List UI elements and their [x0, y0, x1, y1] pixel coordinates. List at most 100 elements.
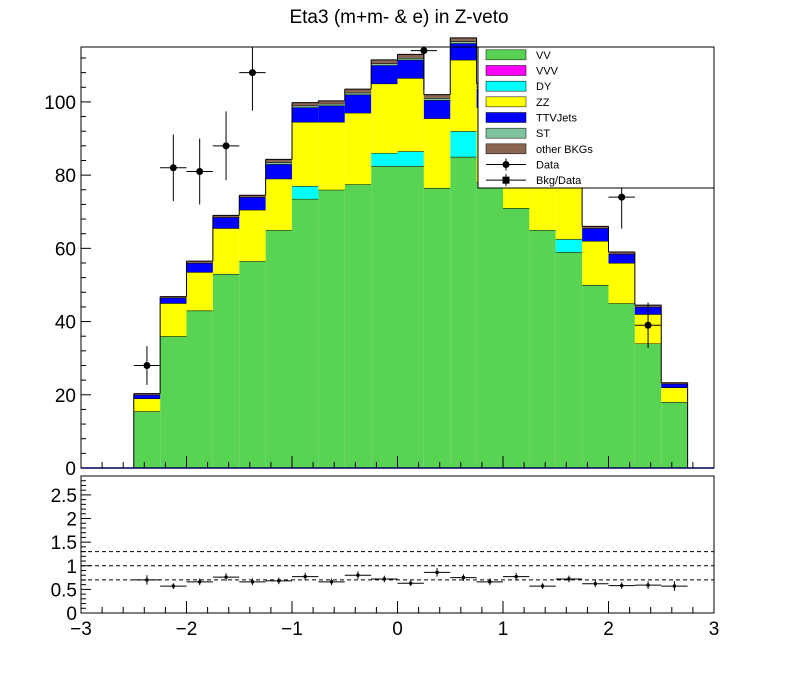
legend-entry: VVV [485, 65, 559, 78]
hist-bar [160, 303, 187, 337]
legend-swatch [485, 143, 527, 155]
hist-bar [186, 262, 213, 273]
hist-bar [344, 89, 372, 93]
ratio-point [409, 581, 413, 585]
legend-entry: other BKGs [485, 143, 593, 156]
hist-bar [555, 187, 583, 240]
hist-bar [582, 241, 609, 285]
hist-bar [371, 165, 398, 468]
legend-entry: TTVJets [485, 112, 577, 125]
hist-bar [634, 343, 662, 468]
hist-bar [186, 310, 213, 468]
y-tick-label: 20 [55, 386, 76, 407]
hist-bar [450, 43, 477, 60]
ratio-point [356, 573, 360, 577]
hist-bar [239, 197, 266, 210]
hist-bar [292, 105, 319, 108]
legend-label: Bkg/Data [536, 175, 582, 187]
legend-label: Data [536, 160, 560, 172]
hist-bar [318, 122, 345, 190]
ratio-point [277, 579, 281, 583]
legend-swatch [485, 112, 527, 123]
y-tick-label: 0 [65, 459, 76, 480]
hist-bar [133, 394, 161, 399]
y-tick-label: 60 [55, 239, 76, 260]
hist-bar [450, 59, 477, 132]
legend-label: TTVJets [536, 113, 577, 125]
y-tick-label: 100 [44, 93, 76, 114]
legend-entry: Data [486, 158, 560, 172]
legend-label: ZZ [536, 97, 550, 109]
hist-bar [292, 198, 319, 468]
hist-bar [371, 65, 398, 84]
hist-bar [608, 303, 635, 468]
hist-bar [423, 187, 451, 468]
hist-bar [239, 195, 266, 198]
ratio-point [145, 578, 149, 582]
hist-bar [133, 393, 161, 395]
hist-bar [344, 184, 372, 469]
hist-bar [371, 63, 398, 66]
hist-bar [608, 252, 635, 254]
ratio-panel: 00.511.522.5−3 −2 −1 0 1 2 3 [51, 475, 720, 640]
hist-bar [450, 37, 477, 42]
legend-label: other BKGs [536, 144, 593, 156]
hist-bar [661, 402, 688, 468]
hist-bar [371, 83, 398, 154]
hist-bar [423, 94, 451, 99]
hist-bar [292, 122, 319, 187]
hist-bar [397, 165, 424, 468]
hist-bar [212, 273, 240, 468]
ratio-point [646, 583, 650, 587]
hist-bar [555, 239, 583, 253]
legend-label: ST [536, 128, 550, 140]
legend-entry: Bkg/Data [486, 174, 582, 187]
data-point [248, 69, 256, 77]
ratio-point [514, 575, 518, 579]
ratio-point [224, 575, 228, 579]
ratio-point [171, 584, 175, 588]
legend-entry: ST [485, 127, 550, 140]
legend-swatch [485, 127, 527, 139]
data-point [420, 47, 428, 55]
hist-bar [344, 94, 372, 113]
data-point [644, 321, 652, 329]
hist-bar [608, 262, 635, 304]
ratio-y-tick-label: 1 [66, 557, 77, 578]
data-point [143, 361, 151, 369]
x-tick-label: 3 [709, 619, 720, 640]
hist-bar [423, 100, 451, 119]
hist-bar [133, 398, 161, 412]
hist-bar [318, 100, 345, 104]
ratio-point [461, 576, 465, 580]
hist-bar [582, 228, 609, 242]
hist-bar [186, 272, 213, 311]
hist-bar [529, 230, 556, 468]
ratio-point [435, 570, 439, 574]
ratio-point [593, 582, 597, 586]
hist-bar [608, 253, 635, 263]
hist-bar [292, 186, 319, 199]
legend-entry: DY [485, 80, 552, 93]
ratio-point [303, 575, 307, 579]
hist-bar [450, 41, 477, 44]
hist-bar [397, 78, 424, 152]
data-point [196, 167, 204, 175]
legend-swatch [485, 49, 527, 61]
data-point [618, 193, 626, 201]
ratio-y-tick-label: 0.5 [51, 580, 77, 601]
hist-bar [160, 296, 187, 298]
hist-bar [212, 217, 240, 229]
legend-swatch [485, 80, 527, 92]
hist-bar [265, 230, 292, 468]
x-tick-label: 2 [603, 619, 614, 640]
hist-bar [133, 411, 161, 468]
hist-bar [503, 208, 530, 469]
ratio-point [382, 577, 386, 581]
hist-bar [397, 57, 424, 60]
legend-swatch [485, 65, 527, 76]
series-vv [133, 156, 688, 469]
hist-bar [423, 98, 451, 101]
hist-bar [397, 59, 424, 79]
